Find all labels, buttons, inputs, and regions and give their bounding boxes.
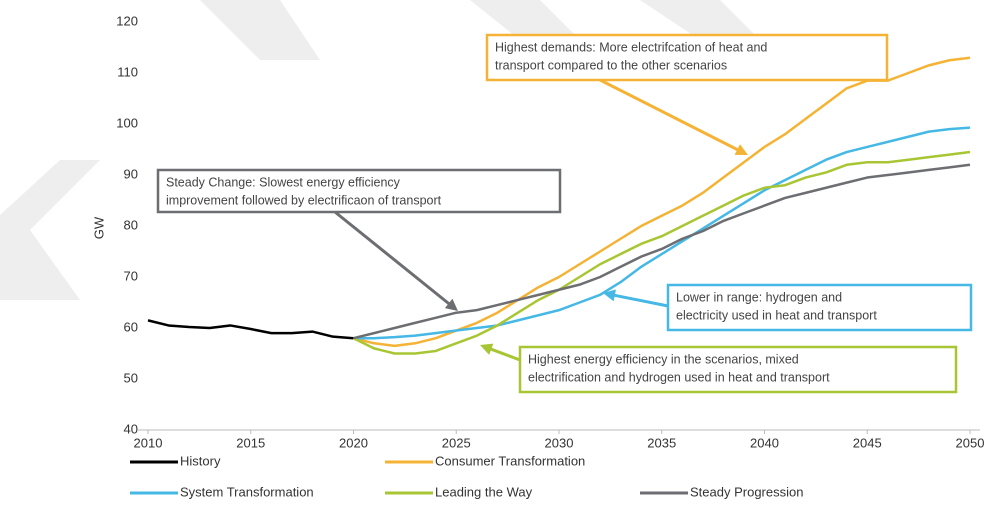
annotation-text: Lower in range: hydrogen and xyxy=(676,290,842,304)
legend-label: Consumer Transformation xyxy=(435,453,585,468)
watermark xyxy=(0,0,760,300)
annotation-text: Highest energy efficiency in the scenari… xyxy=(528,352,799,366)
y-tick-label: 90 xyxy=(124,166,138,181)
y-tick-label: 60 xyxy=(124,319,138,334)
legend-label: Leading the Way xyxy=(435,484,533,499)
annotation-arrow xyxy=(486,346,521,362)
annotation-box xyxy=(156,168,562,214)
annotation-text: electricity used in heat and transport xyxy=(676,308,877,322)
annotation-arrow xyxy=(334,210,453,308)
y-tick-label: 100 xyxy=(116,115,138,130)
annotation-text: electrification and hydrogen used in hea… xyxy=(528,370,830,384)
y-tick-label: 50 xyxy=(124,370,138,385)
x-tick-label: 2050 xyxy=(956,435,985,450)
y-axis-label: GW xyxy=(91,216,106,239)
annotation-text: Steady Change: Slowest energy efficiency xyxy=(166,175,401,189)
y-tick-label: 120 xyxy=(116,13,138,28)
annotation-text: improvement followed by electrificaon of… xyxy=(166,193,442,207)
series-line xyxy=(352,150,971,355)
y-tick-label: 70 xyxy=(124,268,138,283)
x-tick-label: 2040 xyxy=(750,435,779,450)
y-tick-label: 80 xyxy=(124,217,138,232)
legend-label: History xyxy=(180,453,221,468)
annotation-box xyxy=(518,345,958,394)
series-line xyxy=(353,163,971,340)
annotation-arrow xyxy=(599,78,742,153)
legend-label: System Transformation xyxy=(180,484,314,499)
arrow-head xyxy=(603,289,616,302)
x-tick-label: 2030 xyxy=(545,435,574,450)
x-tick-label: 2045 xyxy=(853,435,882,450)
series-line xyxy=(353,126,971,340)
series-line xyxy=(147,319,354,340)
arrow-head xyxy=(444,298,458,311)
annotation-text: Highest demands: More electrifcation of … xyxy=(495,40,767,54)
x-tick-label: 2020 xyxy=(339,435,368,450)
x-tick-label: 2035 xyxy=(647,435,676,450)
x-tick-label: 2010 xyxy=(134,435,163,450)
y-tick-label: 40 xyxy=(124,421,138,436)
legend-label: Steady Progression xyxy=(690,484,803,499)
annotation-arrow xyxy=(610,293,669,308)
y-tick-label: 110 xyxy=(117,64,138,79)
annotation-text: transport compared to the other scenario… xyxy=(495,58,727,72)
x-tick-label: 2015 xyxy=(236,435,265,450)
arrow-head xyxy=(734,144,748,155)
arrow-head xyxy=(480,343,494,355)
x-tick-label: 2025 xyxy=(442,435,471,450)
annotation-box xyxy=(666,283,973,332)
annotation-box xyxy=(485,33,889,82)
